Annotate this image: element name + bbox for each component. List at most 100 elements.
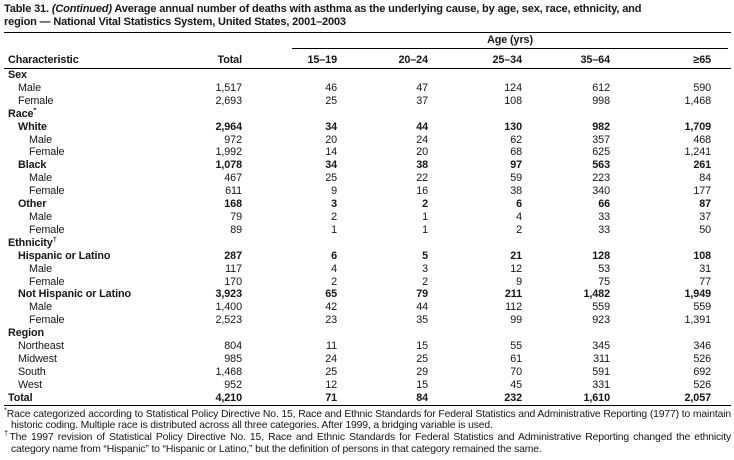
- row-label: Midwest: [18, 352, 57, 365]
- table-title: Table 31. (Continued) Average annual num…: [4, 3, 731, 29]
- cell-value: [170, 108, 244, 121]
- cell-value: 22: [416, 172, 428, 185]
- header-spacer: [4, 33, 244, 49]
- cell-value: 1: [422, 223, 428, 236]
- title-continued: (Continued): [51, 3, 112, 15]
- cell-value: 112: [505, 301, 522, 314]
- cell-value: 1,241: [684, 146, 712, 159]
- cell-value: 46: [325, 81, 337, 94]
- cell-value: 117: [225, 262, 242, 275]
- header-characteristic: Characteristic: [4, 49, 170, 69]
- table-row: Female 611 9 16 38 340 177: [4, 185, 731, 198]
- cell-value: [612, 237, 731, 250]
- cell-value: 2: [516, 223, 522, 236]
- asterisk-marker: *: [4, 405, 7, 415]
- row-label: Male: [29, 172, 53, 185]
- asterisk-marker: *: [33, 107, 37, 115]
- cell-value: 87: [699, 198, 712, 211]
- cell-value: 559: [693, 301, 712, 314]
- cell-value: 1,517: [215, 81, 242, 94]
- cell-value: 70: [510, 365, 522, 378]
- row-label: Male: [29, 262, 53, 275]
- cell-value: [430, 237, 524, 250]
- cell-value: 38: [416, 159, 428, 172]
- cell-value: [524, 108, 612, 121]
- cell-value: 2: [331, 275, 337, 288]
- cell-value: 21: [510, 249, 522, 262]
- header-age-25-34: 25–34: [430, 49, 524, 69]
- cell-value: 97: [510, 159, 522, 172]
- cell-value: 2,693: [215, 94, 242, 107]
- footnote-ethnicity: †The 1997 revision of Statistical Policy…: [4, 429, 731, 456]
- cell-value: 99: [510, 314, 522, 327]
- cell-value: [244, 69, 339, 82]
- dagger-marker: †: [52, 236, 57, 244]
- row-label: Other: [18, 198, 47, 211]
- row-label: Female: [29, 275, 65, 288]
- age-group-header-row: Age (yrs): [4, 33, 731, 49]
- table-row: South 1,468 25 29 70 591 692: [4, 366, 731, 379]
- cell-value: 1,709: [684, 120, 712, 133]
- row-label: Region: [8, 327, 44, 340]
- cell-value: 982: [592, 120, 610, 133]
- cell-value: 59: [510, 172, 522, 185]
- cell-value: 50: [699, 223, 712, 236]
- cell-value: 15: [416, 378, 428, 391]
- data-table: Age (yrs) Characteristic Total 15–19 20–…: [4, 33, 732, 406]
- cell-value: 130: [504, 120, 522, 133]
- cell-value: 998: [592, 94, 610, 107]
- table-row: Female 1,992 14 20 68 625 1,241: [4, 146, 731, 159]
- age-group-header: Age (yrs): [244, 33, 731, 49]
- table-row: Female 89 1 1 2 33 50: [4, 224, 731, 237]
- cell-value: 4,210: [170, 391, 244, 406]
- cell-value: 84: [699, 172, 712, 185]
- row-label: Female: [18, 94, 54, 107]
- cell-value: 559: [592, 301, 610, 314]
- cell-value: 12: [510, 262, 522, 275]
- cell-value: 590: [693, 81, 712, 94]
- cell-value: 25: [325, 94, 337, 107]
- cell-value: 25: [416, 352, 428, 365]
- cell-value: 24: [416, 133, 428, 146]
- cell-value: 23: [325, 314, 337, 327]
- cell-value: 124: [504, 81, 522, 94]
- cell-value: 1,391: [684, 314, 712, 327]
- cell-value: 42: [325, 301, 337, 314]
- cell-value: 6: [516, 198, 522, 211]
- age-group-label: Age (yrs): [292, 34, 729, 49]
- table-number: Table 31.: [4, 3, 49, 15]
- cell-value: 5: [422, 249, 428, 262]
- cell-value: 223: [592, 172, 610, 185]
- cell-value: 923: [592, 314, 610, 327]
- cell-value: 4: [331, 262, 337, 275]
- cell-value: 6: [331, 249, 337, 262]
- cell-value: 311: [593, 352, 610, 365]
- cell-value: 804: [224, 340, 242, 353]
- cell-value: 1,468: [684, 94, 712, 107]
- cell-value: 35: [416, 314, 428, 327]
- title-line2: region — National Vital Statistics Syste…: [4, 16, 346, 28]
- cell-value: 37: [699, 210, 712, 223]
- cell-value: 2,523: [215, 314, 242, 327]
- cell-value: 128: [592, 249, 610, 262]
- title-line1: Average annual number of deaths with ast…: [114, 3, 642, 15]
- table-row: Female 2,523 23 35 99 923 1,391: [4, 314, 731, 327]
- cell-value: 16: [416, 185, 428, 198]
- cell-value: 55: [510, 340, 522, 353]
- cell-value: 79: [416, 288, 428, 301]
- cell-value: 2,964: [215, 120, 242, 133]
- cell-value: 357: [592, 133, 610, 146]
- table-row: Female 170 2 2 9 75 77: [4, 276, 731, 289]
- cell-value: 44: [416, 301, 428, 314]
- table-row: Male 79 2 1 4 33 37: [4, 211, 731, 224]
- row-label: Female: [29, 314, 65, 327]
- column-header-row: Characteristic Total 15–19 20–24 25–34 3…: [4, 49, 732, 69]
- row-label: Race*: [4, 108, 170, 121]
- row-label: South: [18, 365, 46, 378]
- cell-value: 65: [325, 288, 337, 301]
- cell-value: [170, 237, 244, 250]
- cell-value: 9: [516, 275, 522, 288]
- cell-value: 53: [598, 262, 610, 275]
- cell-value: 37: [416, 94, 428, 107]
